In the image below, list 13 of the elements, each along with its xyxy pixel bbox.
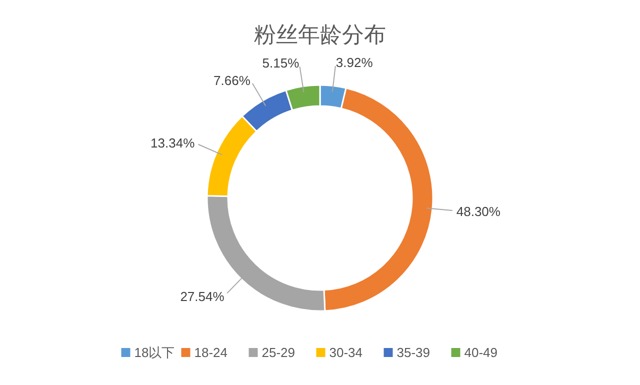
legend-label: 25-29 [262, 345, 295, 360]
data-label: 3.92% [336, 54, 374, 70]
data-label: 27.54% [180, 289, 225, 304]
legend-label: 18以下 [134, 345, 175, 360]
data-label: 7.66% [214, 72, 251, 88]
data-label: 48.30% [456, 204, 501, 219]
data-label: 5.15% [262, 56, 300, 71]
legend-label: 30-34 [329, 345, 362, 360]
data-label: 13.34% [150, 136, 196, 151]
legend-label: 35-39 [396, 345, 430, 360]
legend-label: 40-49 [464, 345, 498, 360]
legend-label: 18-24 [194, 345, 228, 360]
chart-title: 粉丝年龄分布 [254, 22, 386, 47]
